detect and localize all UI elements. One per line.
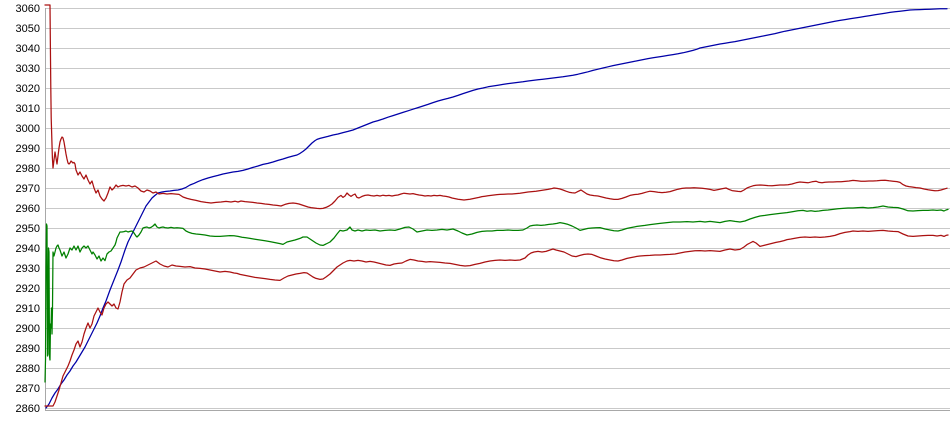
y-axis-label: 3030 <box>16 63 40 75</box>
y-axis-label: 2990 <box>16 143 40 155</box>
y-axis-label: 3020 <box>16 83 40 95</box>
y-axis-label: 2890 <box>16 343 40 355</box>
y-axis-label: 2910 <box>16 303 40 315</box>
y-axis-label: 2920 <box>16 283 40 295</box>
y-axis-label: 3010 <box>16 103 40 115</box>
y-axis-label: 2930 <box>16 263 40 275</box>
y-axis-label: 2950 <box>16 223 40 235</box>
y-axis-label: 3040 <box>16 43 40 55</box>
series-middle-band-line <box>44 205 949 383</box>
y-axis-label: 2880 <box>16 363 40 375</box>
y-axis-label: 2980 <box>16 163 40 175</box>
series-balance-line <box>45 8 948 409</box>
series-lower-band-line <box>44 229 949 407</box>
series-upper-band-line <box>44 4 948 210</box>
y-axis-label: 2900 <box>16 323 40 335</box>
y-axis-label: 2860 <box>16 403 40 415</box>
y-axis-label: 3000 <box>16 123 40 135</box>
y-axis-label: 2970 <box>16 183 40 195</box>
y-axis-label: 2960 <box>16 203 40 215</box>
y-axis-label: 2940 <box>16 243 40 255</box>
y-axis-label: 3050 <box>16 23 40 35</box>
y-axis-label: 2870 <box>16 383 40 395</box>
y-axis-label: 3060 <box>16 3 40 15</box>
